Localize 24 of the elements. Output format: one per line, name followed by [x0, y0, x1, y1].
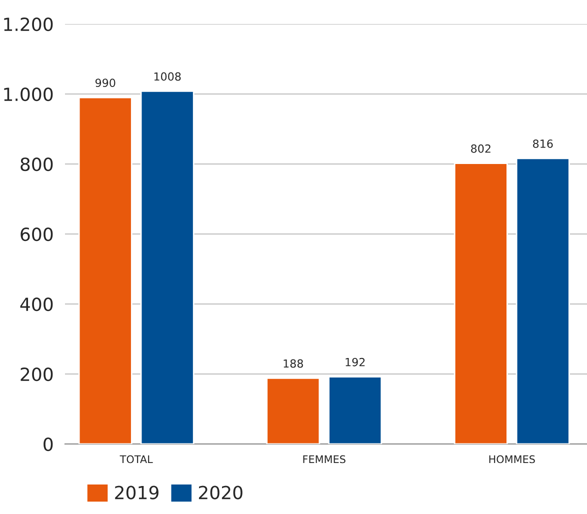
- data-label: 802: [471, 144, 490, 153]
- y-tick-label: 800: [20, 157, 53, 172]
- data-label: 188: [284, 359, 303, 368]
- legend-label: 2020: [198, 486, 242, 500]
- bar: [516, 158, 570, 444]
- y-tick-label: 400: [20, 297, 53, 312]
- y-tick-label: 1.200: [4, 17, 53, 32]
- data-label: 192: [346, 358, 365, 366]
- x-tick-label: HOMMES: [489, 455, 535, 464]
- bar: [140, 90, 194, 444]
- bar: [328, 376, 382, 444]
- y-tick-label: 0: [44, 437, 53, 452]
- y-tick-label: 600: [20, 227, 53, 242]
- data-label: 990: [95, 78, 116, 88]
- x-tick-label: TOTAL: [120, 455, 153, 464]
- legend-label: 2019: [115, 486, 158, 500]
- bar: [78, 96, 132, 444]
- bar: [454, 162, 508, 444]
- data-label: 816: [533, 140, 553, 148]
- y-tick-label: 1.000: [4, 87, 53, 102]
- y-tick-label: 200: [20, 367, 53, 382]
- x-tick-label: FEMMES: [303, 455, 346, 464]
- data-label: 1008: [154, 72, 181, 81]
- bar: [266, 378, 320, 444]
